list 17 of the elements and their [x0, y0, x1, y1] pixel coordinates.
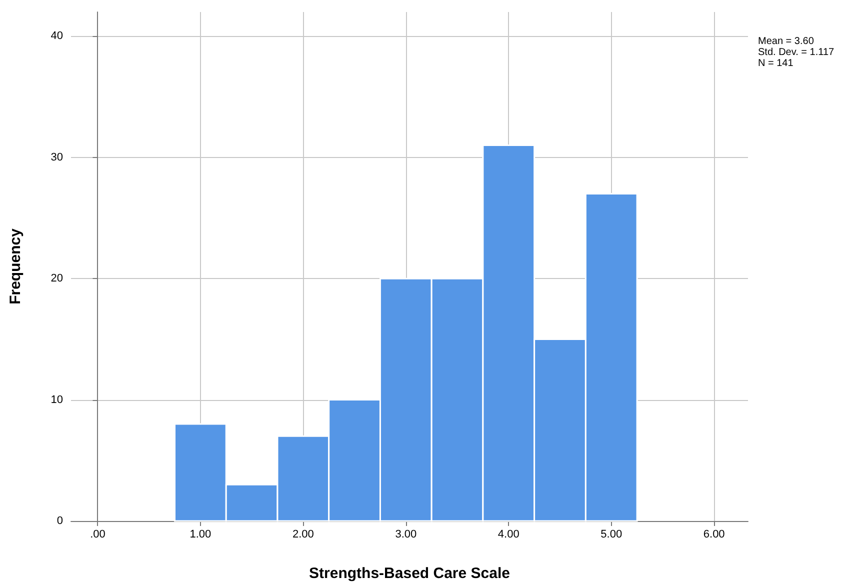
y-tick-label: 30 [50, 151, 63, 164]
x-tick-label: 5.00 [600, 528, 622, 540]
text: Std. Dev. = 1.117 [758, 47, 835, 58]
x-axis-title: Strengths-Based Care Scale [309, 565, 510, 582]
y-tick-label: 40 [50, 30, 63, 42]
y-tick-label: 20 [50, 272, 63, 285]
y-tick-label: 0 [56, 515, 63, 527]
y-tick-label: 10 [50, 394, 63, 406]
text: Mean = 3.60 [758, 36, 814, 47]
x-tick-label: 6.00 [703, 528, 725, 540]
y-axis-title: Frequency [7, 228, 24, 304]
x-tick-label: 4.00 [498, 528, 520, 540]
text: N = 141 [758, 58, 794, 69]
x-tick-label: .00 [90, 528, 106, 540]
x-tick-label: 1.00 [190, 528, 212, 540]
x-tick-label: 2.00 [292, 528, 314, 540]
x-tick-label: 3.00 [395, 528, 417, 540]
